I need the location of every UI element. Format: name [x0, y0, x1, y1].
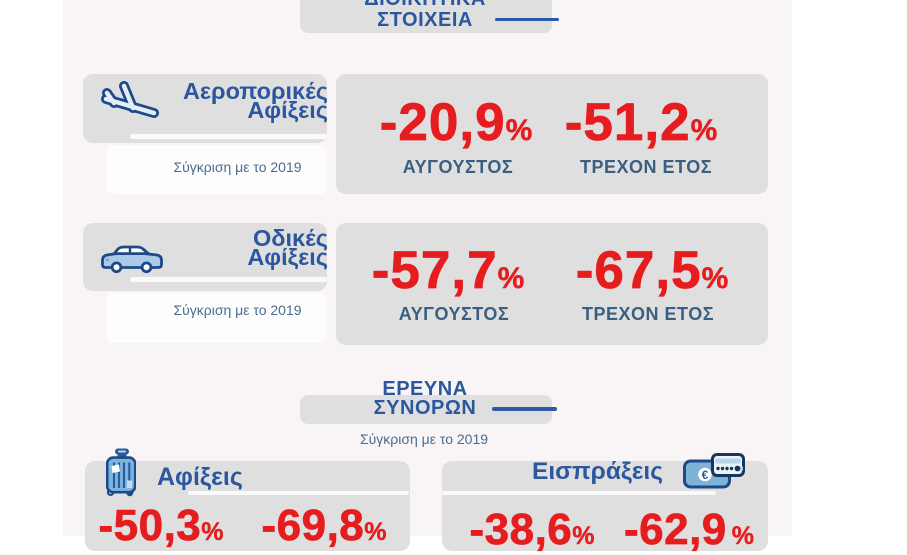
- svg-text:€: €: [702, 468, 709, 482]
